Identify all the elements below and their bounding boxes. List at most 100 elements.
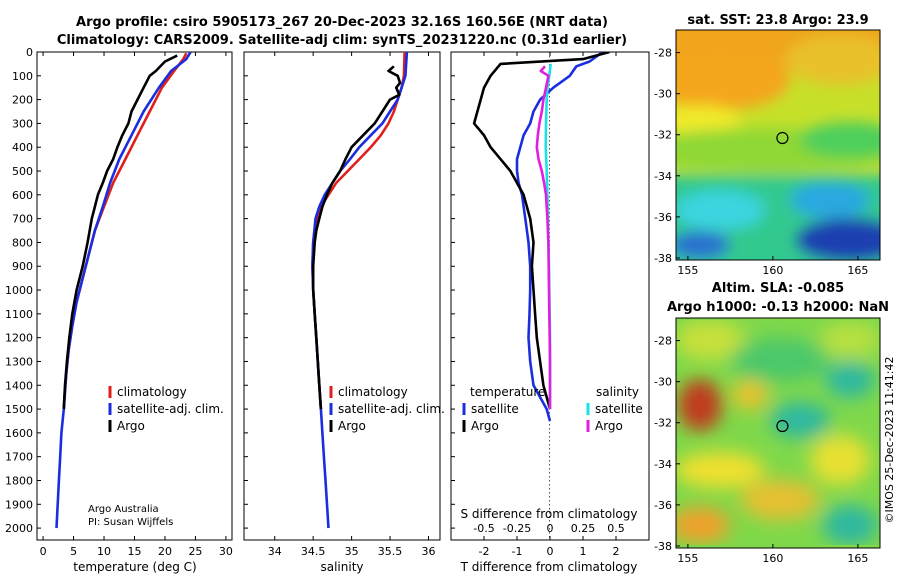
difference-s-tick-label-1: -0.25 xyxy=(503,522,531,535)
sla_map-ytick-label-5: -38 xyxy=(654,540,672,553)
sla-map-title-line1: Altim. SLA: -0.085 xyxy=(712,281,844,296)
temperature-xtick-label-3: 15 xyxy=(128,545,142,558)
temperature-xtick-label-0: 0 xyxy=(40,545,47,558)
sla-yellow-4 xyxy=(810,435,870,485)
sst_map-xtick-label-2: 165 xyxy=(847,264,868,277)
salinity-series-2-line xyxy=(311,65,402,410)
legend-temperature-title: temperature xyxy=(470,385,545,399)
salinity-series-0-line xyxy=(311,52,406,410)
sst-yellow-strip xyxy=(676,105,740,135)
depth-tick-label-3: 300 xyxy=(12,117,33,130)
sla_map-ytick-label-4: -36 xyxy=(654,499,672,512)
depth-tick-label-0: 0 xyxy=(26,46,33,59)
legend-t-satellite-label: satellite xyxy=(471,402,519,416)
legend-satellite-label: satellite-adj. clim. xyxy=(117,402,224,416)
sst_map-xtick-label-0: 155 xyxy=(677,264,698,277)
sla-orange-patch xyxy=(732,381,768,409)
depth-tick-label-20: 2000 xyxy=(5,522,33,535)
temperature-xlabel: temperature (deg C) xyxy=(73,560,196,574)
difference-panel: -2 -1 0 1 2 -0.5 -0.25 0 0.25 0.5 T difference f… xyxy=(450,51,650,574)
sla-yellow-2 xyxy=(820,322,880,358)
sst-tick-labels: 155 160 165 -28 -30 -32 -34 -36 -38 xyxy=(654,47,868,277)
sla_map-ytick-label-3: -34 xyxy=(654,458,672,471)
depth-tick-label-7: 700 xyxy=(12,213,33,226)
sst-argo-location-marker xyxy=(776,131,789,145)
temperature-xtick-label-5: 25 xyxy=(188,545,202,558)
sst-green-patch xyxy=(800,122,880,158)
temperature-xtick-label-1: 5 xyxy=(70,545,77,558)
legend-argo-label: Argo xyxy=(117,419,145,433)
sla_map-ytick-label-0: -28 xyxy=(654,335,672,348)
depth-tick-labels: 0 100 200 300 400 500 600 700 800 900 1000 1100 1200… xyxy=(5,46,455,535)
salinity-xtick-label-0: 34 xyxy=(268,545,282,558)
temperature-tick-labels: 0 5 10 15 20 25 30 xyxy=(40,52,233,558)
s-difference-xlabel: S difference from climatology xyxy=(461,507,638,521)
sla-teal-1 xyxy=(770,402,830,438)
sst-blue-corner xyxy=(676,231,730,259)
difference-s-tick-label-4: 0.5 xyxy=(607,522,625,535)
depth-tick-label-13: 1300 xyxy=(5,355,33,368)
sla-map-frame xyxy=(675,317,881,549)
salinity-panel: 34 34.5 35 35.5 36 salinity climatology sate… xyxy=(243,51,445,574)
salinity-xtick-label-2: 35 xyxy=(345,545,359,558)
legend-s-satellite-label: satellite-adj. clim. xyxy=(338,402,445,416)
s-difference-tick-labels: -0.5 -0.25 0 0.25 0.5 xyxy=(473,522,624,535)
salinity-lines xyxy=(311,52,409,529)
difference-xtick-label-4: 2 xyxy=(613,545,620,558)
salinity-xtick-label-4: 36 xyxy=(421,545,435,558)
depth-tick-label-16: 1600 xyxy=(5,427,33,440)
sst-field xyxy=(676,30,880,260)
sla_map-ytick-label-1: -30 xyxy=(654,376,672,389)
sst-map: sat. SST: 23.8 Argo: 23.9 155 160 165 -28 -3… xyxy=(654,13,881,277)
sst-deep-blue-patch xyxy=(795,218,880,260)
sst_map-ytick-label-0: -28 xyxy=(654,47,672,60)
sst_map-ytick-label-2: -32 xyxy=(654,129,672,142)
legend-s-argo-label: Argo xyxy=(338,419,366,433)
sla-tick-labels: 155 160 165 -28 -30 -32 -34 -36 -38 xyxy=(654,335,868,565)
depth-tick-label-19: 1900 xyxy=(5,498,33,511)
depth-tick-label-6: 600 xyxy=(12,189,33,202)
sla_map-ytick-label-2: -32 xyxy=(654,417,672,430)
depth-tick-label-18: 1800 xyxy=(5,474,33,487)
sst_map-ytick-label-3: -34 xyxy=(654,170,672,183)
temperature-xtick-label-6: 30 xyxy=(219,545,233,558)
annotation-argo-australia: Argo Australia xyxy=(88,504,159,515)
sst-yellow-patch xyxy=(785,35,880,85)
temperature-series-0-line xyxy=(62,52,188,410)
main-title-line1: Argo profile: csiro 5905173_267 20-Dec-2… xyxy=(76,15,608,30)
sst_map-ytick-label-1: -30 xyxy=(654,88,672,101)
difference-xtick-label-1: -1 xyxy=(512,545,523,558)
difference-series-3-line xyxy=(535,65,552,410)
depth-tick-label-11: 1100 xyxy=(5,308,33,321)
sst-map-frame xyxy=(675,29,881,261)
sst-map-title: sat. SST: 23.8 Argo: 23.9 xyxy=(687,13,868,28)
difference-xtick-label-3: 1 xyxy=(580,545,587,558)
sla-teal-2 xyxy=(825,362,875,398)
sla-red-patch xyxy=(678,379,722,431)
sla-argo-location-marker xyxy=(776,419,789,433)
temperature-xtick-label-2: 10 xyxy=(97,545,111,558)
salinity-axes-box xyxy=(243,51,441,541)
temperature-lines xyxy=(55,52,192,529)
main-title-line2: Climatology: CARS2009. Satellite-adj cli… xyxy=(57,33,627,48)
sst-blue-patch xyxy=(790,182,870,218)
salinity-tick-labels: 34 34.5 35 35.5 36 xyxy=(268,52,435,558)
sla-map-title-line2: Argo h1000: -0.13 h2000: NaN xyxy=(667,300,889,315)
temperature-series-1-line xyxy=(55,52,192,529)
sla-field xyxy=(676,318,880,548)
legend-salinity-title: salinity xyxy=(596,385,639,399)
sst-warm-patch xyxy=(676,50,790,110)
depth-tick-label-1: 100 xyxy=(12,70,33,83)
temperature-axes-box xyxy=(36,51,233,541)
salinity-legend: climatology satellite-adj. clim. Argo xyxy=(329,385,445,433)
difference-series-0-line xyxy=(515,52,604,422)
depth-tick-label-8: 800 xyxy=(12,236,33,249)
sla-yellow-1 xyxy=(676,320,745,360)
sla-teal-3 xyxy=(822,505,878,545)
depth-tick-label-10: 1000 xyxy=(5,284,33,297)
sla-orange-2 xyxy=(676,507,730,543)
depth-tick-label-17: 1700 xyxy=(5,451,33,464)
sst_map-ytick-label-5: -38 xyxy=(654,252,672,265)
t-difference-xlabel: T difference from climatology xyxy=(460,560,638,574)
sla_map-xtick-label-1: 160 xyxy=(762,552,783,565)
